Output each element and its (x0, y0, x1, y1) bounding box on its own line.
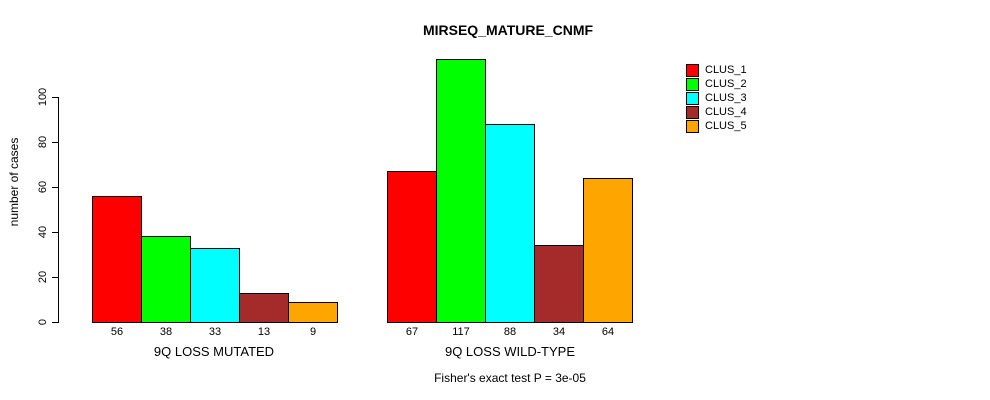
y-tick-mark (52, 141, 58, 143)
legend-swatch-icon (686, 77, 699, 91)
y-axis-line (58, 97, 59, 323)
legend-label: CLUS_3 (705, 92, 747, 104)
bar-clus_3-group1 (190, 248, 240, 323)
bar-clus_4-group1 (239, 293, 289, 323)
bar-clus_1-group2 (387, 171, 437, 323)
bar-value-label: 56 (110, 326, 124, 338)
y-axis-title: number of cases (7, 137, 21, 227)
legend-swatch-icon (686, 105, 699, 119)
y-tick-mark (52, 186, 58, 188)
bar-value-label: 34 (552, 326, 566, 338)
bar-value-label: 33 (208, 326, 222, 338)
bar-value-label: 64 (601, 326, 615, 338)
legend-item-clus_2: CLUS_2 (686, 77, 747, 91)
y-tick-mark (52, 231, 58, 233)
y-tick-label: 100 (37, 87, 49, 107)
bar-value-label: 117 (452, 326, 470, 338)
legend-label: CLUS_4 (705, 106, 747, 118)
bar-clus_1-group1 (92, 196, 142, 323)
bar-clus_5-group1 (288, 302, 338, 323)
y-tick-label: 20 (37, 270, 49, 284)
y-tick-mark (52, 96, 58, 98)
bar-value-label: 13 (257, 326, 271, 338)
bar-clus_2-group2 (436, 59, 486, 323)
y-tick-label: 40 (37, 225, 49, 239)
bar-clus_2-group1 (141, 236, 191, 323)
fisher-test-annotation: Fisher's exact test P = 3e-05 (434, 371, 586, 385)
bar-clus_3-group2 (485, 124, 535, 323)
bar-clus_5-group2 (583, 178, 633, 323)
bar-value-label: 9 (309, 326, 317, 338)
y-tick-label: 60 (37, 180, 49, 194)
bar-value-label: 67 (405, 326, 419, 338)
y-tick-mark (52, 321, 58, 323)
bar-value-label: 88 (503, 326, 517, 338)
y-tick-label: 0 (37, 318, 49, 326)
chart-title: MIRSEQ_MATURE_CNMF (422, 22, 594, 38)
legend-swatch-icon (686, 63, 699, 77)
legend-swatch-icon (686, 119, 699, 133)
legend-swatch-icon (686, 91, 699, 105)
legend-item-clus_3: CLUS_3 (686, 91, 747, 105)
legend: CLUS_1 CLUS_2 CLUS_3 CLUS_4 CLUS_5 (686, 63, 747, 133)
legend-item-clus_5: CLUS_5 (686, 119, 747, 133)
legend-label: CLUS_5 (705, 120, 747, 132)
x-category-label-mutated: 9Q LOSS MUTATED (153, 344, 275, 359)
legend-item-clus_4: CLUS_4 (686, 105, 747, 119)
legend-label: CLUS_2 (705, 78, 747, 90)
legend-label: CLUS_1 (705, 64, 747, 76)
bar-value-label: 38 (159, 326, 173, 338)
y-tick-mark (52, 276, 58, 278)
legend-item-clus_1: CLUS_1 (686, 63, 747, 77)
y-tick-label: 80 (37, 135, 49, 149)
x-category-label-wildtype: 9Q LOSS WILD-TYPE (444, 344, 576, 359)
bar-clus_4-group2 (534, 245, 584, 323)
